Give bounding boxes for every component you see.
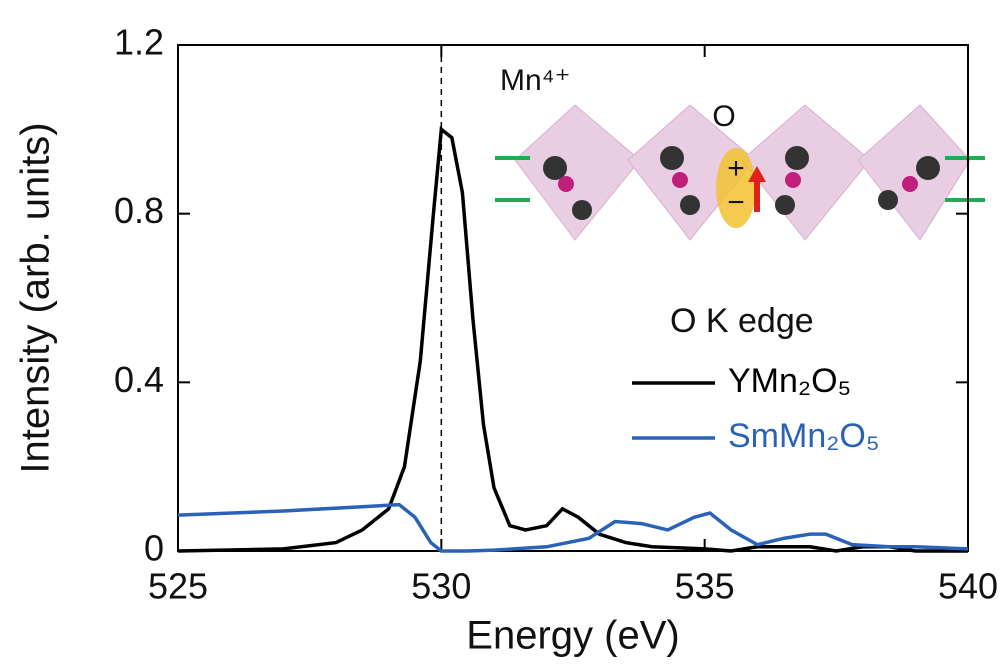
x-tick-label: 535: [675, 566, 735, 607]
plot-frame: [177, 44, 969, 552]
legend-label: YMn₂O₅: [728, 362, 851, 400]
inset-label: +: [727, 152, 745, 185]
y-tick-label: 0: [144, 528, 164, 569]
inset-label: Mn⁴⁺: [500, 64, 570, 97]
x-tick-label: 525: [148, 566, 208, 607]
x-tick-label: 530: [411, 566, 471, 607]
inset-structure: [495, 104, 985, 241]
y-tick-label: 1.2: [114, 22, 164, 63]
x-axis-label: Energy (eV): [466, 614, 679, 658]
series-line: [177, 502, 969, 553]
y-tick-label: 0.8: [114, 190, 164, 231]
inset-label: −: [727, 186, 745, 219]
series-line: [177, 125, 968, 553]
legend-title: O K edge: [670, 302, 814, 340]
legend-label: SmMn₂O₅: [728, 417, 880, 455]
inset-label: O: [712, 100, 735, 133]
x-tick-label: 540: [938, 566, 998, 607]
y-axis-label: Intensity (arb. units): [14, 122, 58, 473]
y-tick-label: 0.4: [114, 359, 164, 400]
